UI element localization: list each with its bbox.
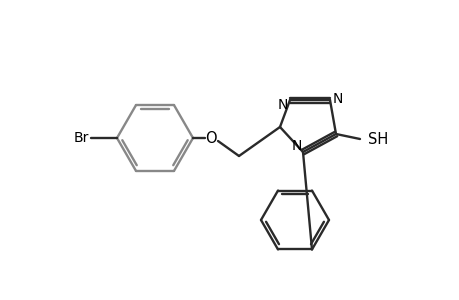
Text: N: N [332,92,342,106]
Text: N: N [291,139,302,153]
Text: N: N [277,98,287,112]
Text: SH: SH [367,131,387,146]
Text: O: O [205,130,216,146]
Text: Br: Br [73,131,89,145]
